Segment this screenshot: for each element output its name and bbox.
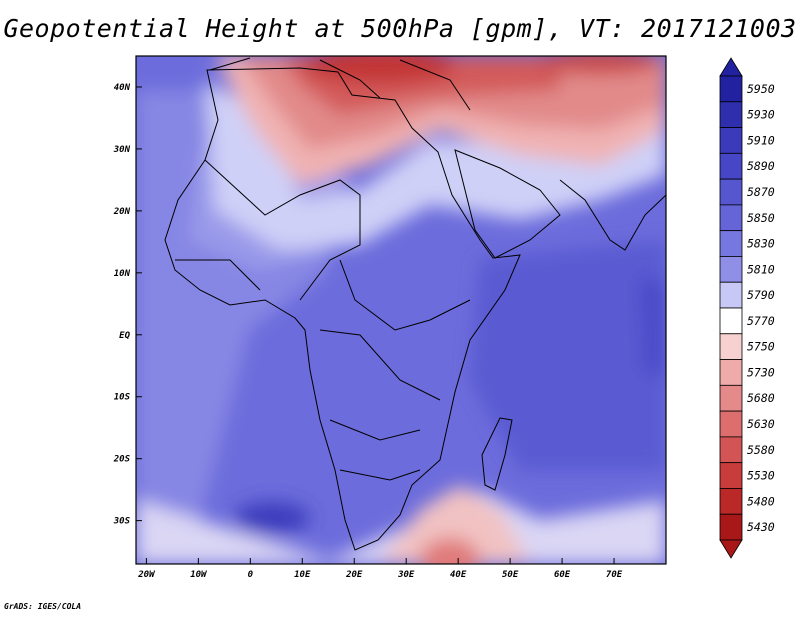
colorbar-label: 5830 [747, 237, 775, 251]
europe-coast [209, 57, 471, 111]
colorbar-swatch [719, 101, 743, 128]
colorbar-swatch [719, 178, 743, 206]
colorbar-swatch [719, 127, 743, 154]
lon-tick-label: 20E [345, 570, 363, 580]
lat-tick-label: 10N [114, 269, 131, 279]
lat-tick-label: EQ [119, 331, 130, 341]
colorbar: 5950 5930 5910 5890 5870 5850 5830 5810 5790 5770… [719, 57, 775, 559]
lon-tick-label: 30E [397, 570, 415, 580]
lon-tick-label: 10W [190, 570, 208, 580]
colorbar-swatch [719, 204, 743, 232]
colorbar-label: 5680 [747, 391, 775, 405]
madagascar [481, 417, 513, 491]
field-trough-core [420, 538, 480, 564]
field-dark-indian [470, 240, 666, 470]
lat-tick-label: 10S [114, 393, 131, 403]
colorbar-label: 5850 [747, 211, 775, 225]
field-north-red-core [305, 56, 455, 83]
colorbar-swatch [719, 75, 743, 103]
colorbar-swatch [719, 281, 743, 309]
colorbar-label: 5790 [747, 288, 775, 302]
colorbar-label: 5910 [747, 133, 775, 147]
lon-tick-label: 20W [137, 570, 156, 580]
colorbar-swatch [719, 462, 743, 489]
colorbar-swatch [719, 333, 743, 360]
latitude-ticks: 40N 30N 20N 10N EQ 10S 20S 30S [113, 83, 142, 527]
map-title: Geopotential Height at 500hPa [gpm], VT:… [3, 14, 797, 43]
lat-tick-label: 20N [113, 207, 131, 217]
colorbar-label: 5430 [747, 520, 775, 534]
field-front-band [205, 80, 666, 250]
lon-tick-label: 50E [502, 570, 519, 580]
colorbar-label: 5770 [747, 314, 775, 328]
plot-frame [135, 55, 667, 565]
colorbar-label: 5630 [747, 417, 775, 431]
field-north-red-core-east [540, 56, 660, 74]
height-field [136, 56, 666, 564]
coastlines [164, 57, 666, 551]
lon-tick-label: 10E [294, 570, 311, 580]
colorbar-label: 5930 [747, 108, 775, 122]
colorbar-label: 5580 [747, 443, 775, 457]
colorbar-swatch [719, 436, 743, 464]
field-dark-maxima [640, 280, 666, 380]
colorbar-label: 5810 [747, 262, 775, 276]
colorbar-label: 5730 [747, 365, 775, 379]
colorbar-swatch [719, 230, 743, 257]
colorbar-label: 5870 [747, 185, 775, 199]
colorbar-swatch [719, 384, 743, 412]
colorbar-label: 5530 [747, 469, 775, 483]
field-south-band [136, 490, 666, 564]
lat-tick-label: 20S [113, 455, 131, 465]
borders-west [175, 159, 361, 301]
asia-coast [559, 179, 666, 251]
colorbar-label: 5950 [747, 82, 775, 96]
lat-tick-label: 30N [113, 145, 131, 155]
colorbar-swatch [719, 256, 743, 283]
colorbar-top-arrow [719, 57, 743, 77]
field-trough-south [380, 485, 530, 564]
borders-central [319, 259, 471, 481]
lon-tick-label: 60E [554, 570, 571, 580]
lon-tick-label: 0 [248, 570, 254, 580]
colorbar-swatch [719, 488, 743, 515]
colorbar-label: 5890 [747, 159, 775, 173]
field-dark-southatlantic [234, 502, 310, 534]
colorbar-swatch [719, 410, 743, 438]
arabia [454, 149, 561, 259]
colorbar-swatch [719, 152, 743, 180]
lon-tick-label: 40E [450, 570, 467, 580]
lon-tick-label: 70E [606, 570, 623, 580]
grads-credit: GrADS: IGES/COLA [4, 602, 82, 611]
africa-coastline [164, 67, 521, 551]
colorbar-label: 5750 [747, 340, 775, 354]
colorbar-bottom-arrow [719, 539, 743, 559]
longitude-ticks: 20W 10W 0 10E 20E 30E 40E 50E 60E 70E [137, 558, 623, 580]
colorbar-label: 5480 [747, 494, 775, 508]
lat-tick-label: 30S [113, 517, 131, 527]
colorbar-swatch [719, 359, 743, 386]
lat-tick-label: 40N [114, 83, 131, 93]
colorbar-swatch [719, 307, 743, 335]
colorbar-swatch [719, 513, 743, 541]
